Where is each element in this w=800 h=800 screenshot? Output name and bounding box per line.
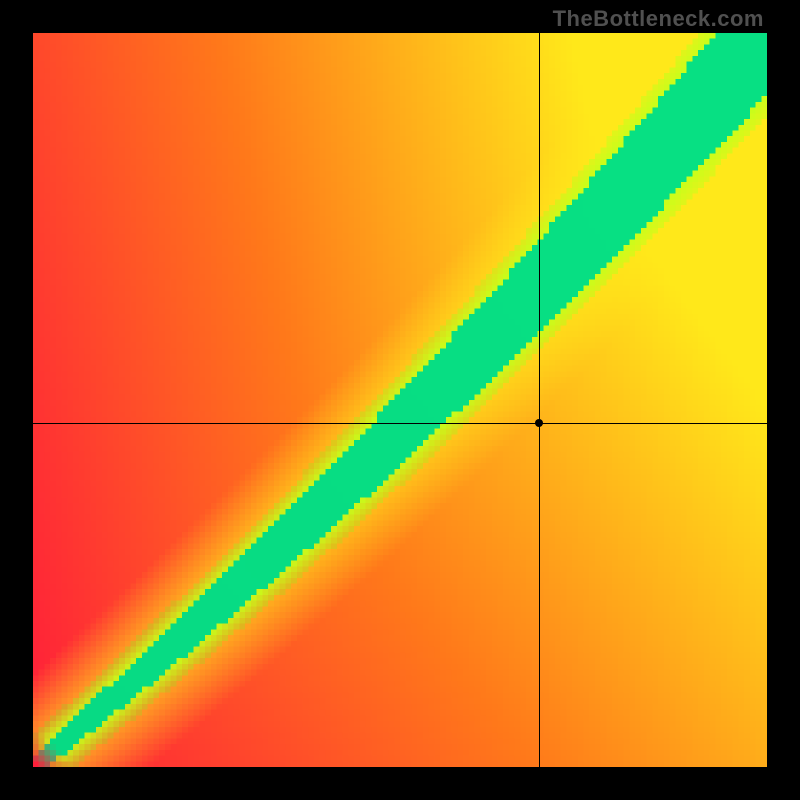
operating-point-marker — [535, 419, 543, 427]
bottleneck-heatmap — [33, 33, 767, 767]
crosshair-vertical — [539, 33, 540, 767]
crosshair-horizontal — [33, 423, 767, 424]
heatmap-canvas — [33, 33, 767, 767]
watermark-text: TheBottleneck.com — [553, 6, 764, 32]
